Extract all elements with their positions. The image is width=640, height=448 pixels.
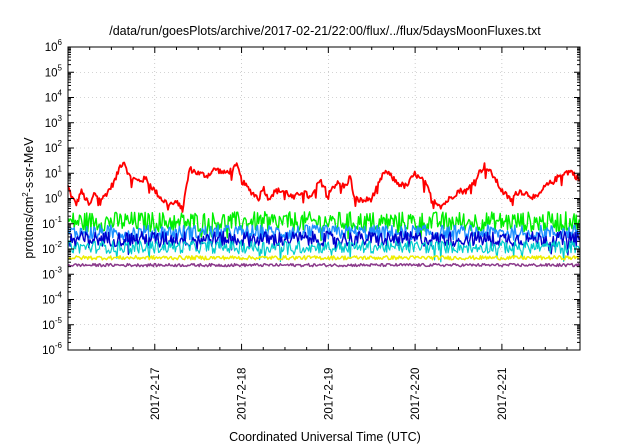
y-tick-base: 10 bbox=[45, 93, 58, 105]
series-lines bbox=[67, 161, 581, 268]
y-tick-exponent: 1 bbox=[58, 164, 63, 173]
y-tick-base: 10 bbox=[42, 345, 55, 357]
grid-lines bbox=[68, 47, 580, 350]
y-tick-base: 10 bbox=[42, 269, 55, 281]
x-tick-label: 2017-2-18 bbox=[237, 368, 249, 420]
x-axis-ticks: 2017-2-17 2017-2-18 2017-2-19 2017-2-20 2017… bbox=[89, 47, 568, 420]
y-tick-exponent: 3 bbox=[58, 114, 63, 123]
y-tick-label: 101 bbox=[45, 164, 63, 180]
x-tick-label: 2017-2-19 bbox=[323, 368, 335, 420]
y-tick-base: 10 bbox=[45, 67, 58, 79]
y-tick-exponent: 6 bbox=[58, 38, 63, 47]
y-tick-base: 10 bbox=[45, 118, 58, 130]
series-line-6 bbox=[67, 254, 580, 261]
y-tick-label: 10-4 bbox=[42, 291, 62, 307]
y-tick-exponent: -6 bbox=[55, 341, 63, 350]
y-tick-base: 10 bbox=[45, 42, 58, 54]
y-tick-base: 10 bbox=[42, 295, 55, 307]
series-line-3 bbox=[67, 224, 580, 249]
y-tick-exponent: 0 bbox=[58, 190, 63, 199]
y-tick-exponent: -5 bbox=[55, 316, 63, 325]
series-line-7 bbox=[67, 262, 581, 268]
y-tick-base: 10 bbox=[45, 168, 58, 180]
y-tick-exponent: 4 bbox=[58, 89, 63, 98]
x-tick-label: 2017-2-17 bbox=[150, 368, 162, 420]
y-tick-base: 10 bbox=[42, 244, 55, 256]
y-tick-label: 102 bbox=[45, 139, 63, 155]
y-tick-label: 10-3 bbox=[42, 265, 62, 281]
y-tick-label: 10-2 bbox=[42, 240, 62, 256]
y-tick-base: 10 bbox=[42, 320, 55, 332]
y-axis-label-suffix: -s-sr-MeV bbox=[22, 137, 36, 193]
x-tick-label: 2017-2-21 bbox=[497, 368, 509, 420]
y-tick-exponent: 2 bbox=[58, 139, 63, 148]
y-axis-label-prefix: protons/cm bbox=[22, 197, 36, 259]
y-tick-label: 10-1 bbox=[42, 215, 62, 231]
y-tick-exponent: -3 bbox=[55, 265, 63, 274]
x-tick-label: 2017-2-20 bbox=[410, 368, 422, 420]
y-tick-label: 103 bbox=[45, 114, 63, 130]
y-tick-base: 10 bbox=[42, 219, 55, 231]
chart-title: /data/run/goesPlots/archive/2017-02-21/2… bbox=[109, 24, 541, 38]
y-tick-exponent: 5 bbox=[58, 63, 63, 72]
y-tick-base: 10 bbox=[45, 194, 58, 206]
y-axis-label-sup: 2 bbox=[21, 192, 30, 197]
y-tick-label: 10-5 bbox=[42, 316, 62, 332]
y-tick-exponent: -2 bbox=[55, 240, 63, 249]
y-axis-label: protons/cm2-s-sr-MeV bbox=[21, 137, 36, 259]
y-tick-label: 105 bbox=[45, 63, 63, 79]
x-axis-label: Coordinated Universal Time (UTC) bbox=[229, 430, 421, 444]
series-line-4 bbox=[67, 230, 580, 256]
y-tick-label: 104 bbox=[45, 89, 63, 105]
y-axis-ticks: 10-610-510-410-310-210-11001011021031041… bbox=[42, 38, 580, 357]
series-line-1 bbox=[67, 161, 581, 213]
series-line-2 bbox=[67, 210, 580, 242]
y-tick-base: 10 bbox=[45, 143, 58, 155]
y-tick-exponent: -1 bbox=[55, 215, 63, 224]
y-tick-exponent: -4 bbox=[55, 291, 63, 300]
y-tick-label: 10-6 bbox=[42, 341, 62, 357]
y-tick-label: 106 bbox=[45, 38, 63, 54]
series-line-5 bbox=[67, 240, 580, 263]
y-tick-label: 100 bbox=[45, 190, 63, 206]
